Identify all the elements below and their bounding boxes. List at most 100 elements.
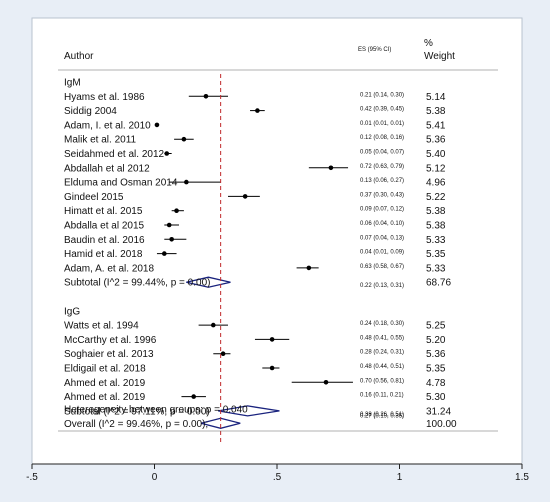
x-tick-label: -.5 bbox=[26, 472, 38, 483]
study-label: Ahmed et al. 2019 bbox=[64, 378, 146, 389]
point-estimate bbox=[181, 136, 187, 142]
ci-text: 0.27 (0.19, 0.35) bbox=[360, 413, 404, 419]
weight-value: 100.00 bbox=[426, 419, 457, 430]
header-es: ES (95% CI) bbox=[358, 47, 391, 53]
ci-text: 0.06 (0.04, 0.10) bbox=[360, 221, 404, 227]
ci-text: 0.16 (0.11, 0.21) bbox=[360, 393, 404, 399]
weight-value: 5.38 bbox=[426, 221, 446, 232]
weight-value: 5.33 bbox=[426, 263, 446, 274]
ci-text: 0.37 (0.30, 0.43) bbox=[360, 192, 404, 198]
x-tick-label: 1.5 bbox=[515, 472, 529, 483]
ci-text: 0.22 (0.13, 0.31) bbox=[360, 283, 404, 289]
weight-value: 5.33 bbox=[426, 235, 446, 246]
point-estimate bbox=[184, 179, 189, 185]
point-estimate bbox=[269, 337, 275, 342]
point-estimate bbox=[306, 265, 312, 271]
ci-text: 0.70 (0.56, 0.81) bbox=[360, 378, 404, 384]
weight-value: 5.20 bbox=[426, 335, 446, 346]
study-label: Watts et al. 1994 bbox=[64, 321, 139, 332]
weight-value: 5.40 bbox=[426, 149, 446, 160]
ci-text: 0.28 (0.24, 0.31) bbox=[360, 350, 404, 356]
ci-text: 0.04 (0.01, 0.09) bbox=[360, 250, 404, 256]
weight-value: 5.36 bbox=[426, 135, 446, 146]
weight-value: 5.14 bbox=[426, 92, 446, 103]
point-estimate bbox=[169, 237, 174, 242]
point-estimate bbox=[255, 108, 260, 113]
study-label: Soghaier et al. 2013 bbox=[64, 349, 154, 360]
point-estimate bbox=[154, 122, 160, 128]
study-label: Elduma and Osman 2014 bbox=[64, 178, 178, 189]
study-label: Himatt et al. 2015 bbox=[64, 206, 143, 217]
weight-value: 5.22 bbox=[426, 192, 446, 203]
ci-text: 0.38 (0.26, 0.51) bbox=[360, 412, 404, 418]
ci-text: 0.24 (0.18, 0.30) bbox=[360, 321, 404, 327]
ci-text: 0.07 (0.04, 0.13) bbox=[360, 235, 404, 241]
group-label: IgM bbox=[64, 78, 81, 89]
x-tick-label: .5 bbox=[273, 472, 282, 483]
study-label: McCarthy et al. 1996 bbox=[64, 335, 157, 346]
header-weight: Weight bbox=[424, 51, 455, 62]
group-label: IgG bbox=[64, 306, 80, 317]
subtotal-label: Subtotal (I^2 = 99.44%, p = 0.00) bbox=[64, 278, 210, 289]
weight-value: 31.24 bbox=[426, 406, 451, 417]
ci-text: 0.63 (0.58, 0.67) bbox=[360, 264, 404, 270]
point-estimate bbox=[211, 322, 216, 328]
study-label: Siddig 2004 bbox=[64, 106, 117, 117]
overall-label: Overall (I^2 = 99.46%, p = 0.00); bbox=[64, 419, 208, 430]
point-estimate bbox=[166, 222, 172, 228]
point-estimate bbox=[162, 251, 167, 256]
ci-text: 0.01 (0.01, 0.01) bbox=[360, 121, 404, 127]
plot-panel bbox=[31, 17, 523, 465]
ci-text: 0.12 (0.08, 0.16) bbox=[360, 135, 404, 141]
ci-text: 0.21 (0.14, 0.30) bbox=[360, 92, 404, 98]
x-axis: -.5 0 .5 1 1.5 bbox=[26, 463, 529, 483]
weight-value: 5.25 bbox=[426, 321, 446, 332]
point-estimate bbox=[269, 365, 275, 371]
study-label: Abdalla et al 2015 bbox=[64, 221, 145, 232]
weight-value: 5.36 bbox=[426, 349, 446, 360]
header-percent: % bbox=[424, 38, 433, 49]
weight-value: 4.96 bbox=[426, 178, 446, 189]
point-estimate bbox=[164, 151, 170, 156]
study-label: Abdallah et al 2012 bbox=[64, 163, 150, 174]
weight-value: 5.35 bbox=[426, 249, 446, 260]
point-estimate bbox=[242, 194, 248, 199]
x-tick-label: 1 bbox=[397, 472, 403, 483]
heterogeneity-text: Heterogeneity between groups: p = 0.040 bbox=[64, 405, 248, 416]
overall-diamond bbox=[200, 417, 241, 429]
weight-value: 68.76 bbox=[426, 278, 451, 289]
ci-text: 0.48 (0.41, 0.55) bbox=[360, 335, 404, 341]
point-estimate bbox=[191, 394, 196, 399]
subtotal-label: Subtotal (I^2 = 97.11%, p = 0.00) bbox=[64, 406, 210, 417]
subtotal-diamond bbox=[218, 405, 280, 417]
study-label: Seidahmed et al. 2012 bbox=[64, 149, 165, 160]
point-estimate bbox=[203, 94, 209, 99]
weight-value: 5.38 bbox=[426, 106, 446, 117]
point-estimate bbox=[174, 208, 179, 213]
point-estimate bbox=[220, 351, 226, 357]
weight-value: 5.35 bbox=[426, 364, 446, 375]
study-label: Baudin et al. 2016 bbox=[64, 235, 145, 246]
study-label: Hyams et al. 1986 bbox=[64, 92, 145, 103]
ci-text: 0.42 (0.39, 0.45) bbox=[360, 107, 404, 113]
study-label: Hamid et al. 2018 bbox=[64, 249, 143, 260]
x-tick-label: 0 bbox=[152, 472, 158, 483]
point-estimate bbox=[323, 380, 329, 385]
study-label: Ahmed et al. 2019 bbox=[64, 392, 146, 403]
ci-text: 0.05 (0.04, 0.07) bbox=[360, 150, 404, 156]
ci-text: 0.72 (0.63, 0.79) bbox=[360, 164, 404, 170]
ci-text: 0.48 (0.44, 0.51) bbox=[360, 364, 404, 370]
study-label: Malik et al. 2011 bbox=[64, 135, 137, 146]
ci-text: 0.09 (0.07, 0.12) bbox=[360, 207, 404, 213]
ci-text: 0.13 (0.06, 0.27) bbox=[360, 178, 404, 184]
weight-value: 5.41 bbox=[426, 120, 446, 131]
study-label: Gindeel 2015 bbox=[64, 192, 124, 203]
weight-value: 5.12 bbox=[426, 163, 446, 174]
study-label: Eldigail et al. 2018 bbox=[64, 364, 146, 375]
point-estimate bbox=[328, 165, 334, 171]
weight-value: 5.38 bbox=[426, 206, 446, 217]
weight-value: 4.78 bbox=[426, 378, 446, 389]
subtotal-diamond bbox=[186, 276, 231, 288]
header-author: Author bbox=[64, 51, 94, 62]
